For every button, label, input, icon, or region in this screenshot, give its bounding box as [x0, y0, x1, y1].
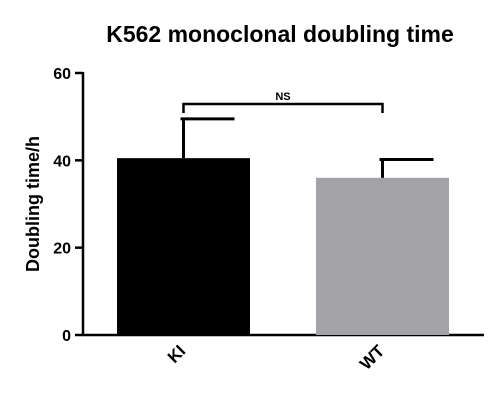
error-bars — [180, 117, 434, 178]
y-axis-ticks: 0 20 40 60 — [53, 66, 83, 345]
significance-bracket — [182, 102, 384, 113]
x-category-label: KI — [164, 341, 189, 366]
chart-title: K562 monoclonal doubling time — [106, 21, 454, 47]
x-category-label: WT — [356, 341, 389, 374]
significance-label: NS — [275, 91, 290, 103]
y-tick-label: 40 — [53, 153, 71, 170]
y-tick-label: 0 — [62, 328, 71, 345]
significance-annotation: NS — [182, 91, 384, 113]
y-tick-label: 60 — [53, 66, 71, 83]
y-axis-label: Doubling time/h — [23, 136, 43, 272]
bars — [117, 158, 449, 335]
bar-wt — [316, 177, 449, 335]
y-tick-label: 20 — [53, 241, 71, 258]
x-axis-categories: KI WT — [164, 341, 389, 374]
bar-ki — [117, 158, 250, 335]
